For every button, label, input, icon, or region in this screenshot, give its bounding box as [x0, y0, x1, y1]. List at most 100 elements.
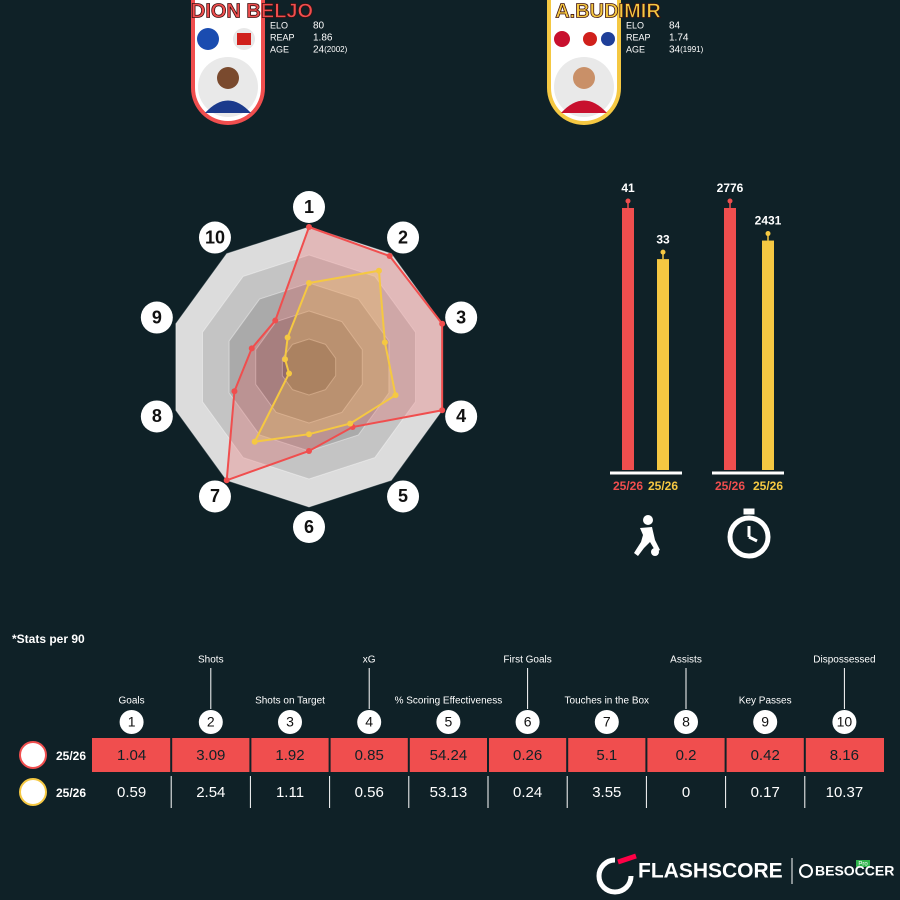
row-avatar	[19, 778, 47, 806]
cell-value: 0.59	[117, 784, 146, 801]
value-label: 2431	[755, 214, 782, 228]
radar-point	[439, 320, 446, 327]
column-label: Shots on Target	[255, 696, 325, 707]
player-head	[573, 67, 595, 89]
partner-name: BESOCCER	[815, 863, 894, 879]
flag-detail	[237, 33, 251, 45]
radar-point	[392, 392, 399, 399]
axis-label: 2	[398, 227, 408, 247]
axis-badge	[293, 511, 325, 543]
radar-point	[375, 267, 382, 274]
radar-point	[386, 253, 393, 260]
value-label: 33	[656, 232, 670, 246]
stat-label: AGE	[270, 44, 289, 54]
axis-label: 9	[152, 307, 162, 327]
player-shirt	[561, 100, 607, 113]
radar-point	[347, 420, 354, 427]
stat-note: (2002)	[324, 45, 347, 54]
cell-value: 1.04	[117, 747, 146, 764]
club-badge	[554, 31, 570, 47]
cell-value: 3.55	[592, 784, 621, 801]
radar-point	[306, 280, 312, 286]
axis-badge	[387, 221, 420, 254]
radar-point	[223, 477, 230, 484]
bar-cap-dot	[727, 198, 733, 204]
axis-badge	[387, 480, 420, 513]
column-label: Touches in the Box	[565, 696, 650, 707]
row-season: 25/26	[56, 749, 86, 763]
column-number: 7	[603, 714, 611, 730]
player-shirt	[205, 100, 251, 113]
country-flag	[601, 32, 615, 46]
radar-point	[231, 388, 238, 395]
bar	[657, 259, 669, 470]
cell-value: 0.85	[355, 747, 384, 764]
column-number: 9	[761, 714, 769, 730]
column-label: Goals	[119, 696, 145, 707]
axis-badge	[445, 301, 478, 334]
bar	[622, 208, 634, 470]
radar-point	[439, 407, 446, 414]
axis-label: 3	[456, 307, 466, 327]
stat-label: ELO	[270, 20, 288, 30]
cell-value: 5.1	[596, 747, 617, 764]
cell-value: 8.16	[830, 747, 859, 764]
player-icon	[634, 515, 660, 556]
column-label: % Scoring Effectiveness	[395, 696, 503, 707]
cell-value: 0.26	[513, 747, 542, 764]
column-number: 5	[445, 714, 453, 730]
stat-note: (1991)	[680, 45, 703, 54]
category-label: 25/26	[613, 479, 643, 493]
bar-cap-dot	[660, 249, 666, 255]
column-badge	[832, 710, 857, 734]
radar-point	[251, 438, 258, 445]
axis-label: 4	[456, 406, 466, 426]
stat-label: AGE	[626, 44, 645, 54]
player-name: DION BELJO	[191, 0, 313, 22]
category-label: 25/26	[753, 479, 783, 493]
country-flag	[583, 32, 597, 46]
radar-point	[306, 448, 312, 454]
row-season: 25/26	[56, 786, 86, 800]
bar	[762, 240, 774, 470]
category-label: 25/26	[648, 479, 678, 493]
cell-value: 3.09	[196, 747, 225, 764]
bar-cap-dot	[765, 231, 771, 237]
brand-name: FLASHSCORE	[638, 860, 783, 883]
column-number: 2	[207, 714, 215, 730]
axis-label: 1	[304, 197, 314, 217]
column-badge	[198, 710, 223, 734]
stat-value: 80	[313, 21, 325, 32]
column-badge	[674, 710, 698, 734]
stat-value: 1.86	[313, 33, 333, 44]
column-badge	[278, 710, 302, 734]
axis-label: 7	[210, 486, 220, 506]
stat-label: REAP	[626, 32, 651, 42]
radar-point	[248, 345, 255, 352]
row-avatar	[19, 741, 47, 769]
cell-value: 10.37	[826, 784, 864, 801]
axis-badge	[198, 480, 231, 513]
stat-value: 1.74	[669, 33, 689, 44]
column-number: 6	[524, 714, 532, 730]
stat-label: ELO	[626, 20, 644, 30]
flashscore-logo	[596, 853, 870, 895]
axis-label: 6	[304, 517, 314, 537]
category-label: 25/26	[715, 479, 745, 493]
radar-point	[284, 334, 291, 341]
partner-badge: Pro	[858, 862, 868, 868]
value-label: 41	[621, 181, 635, 195]
column-label: xG	[363, 655, 376, 666]
cell-value: 0.24	[513, 784, 542, 801]
cell-value: 0.2	[676, 747, 697, 764]
column-number: 3	[286, 714, 294, 730]
radar-point	[272, 317, 279, 324]
stat-value: 34(1991)	[669, 45, 704, 56]
column-badge	[357, 710, 382, 734]
column-number: 10	[837, 714, 853, 730]
column-badge	[119, 710, 144, 734]
axis-label: 8	[152, 406, 162, 426]
radar-point	[381, 339, 388, 346]
cell-value: 1.11	[276, 784, 304, 801]
